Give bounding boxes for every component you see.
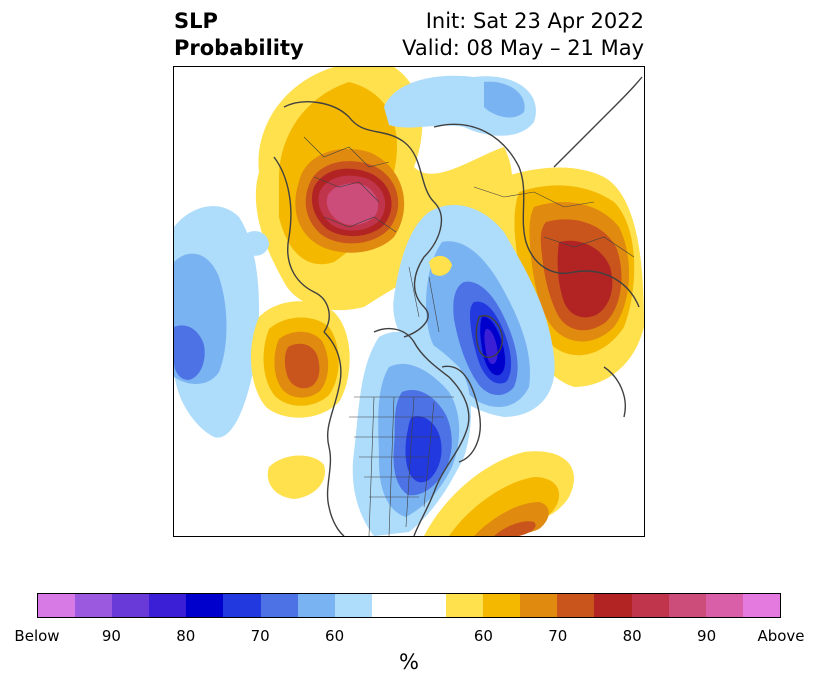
region-small-blue-spot	[244, 231, 269, 256]
colorbar-cell	[742, 594, 780, 617]
colorbar-tick-label: 60	[325, 627, 345, 645]
colorbar-unit: %	[399, 650, 419, 674]
colorbar-cell	[668, 594, 706, 617]
region-north-america-low	[352, 331, 471, 536]
region-east-pacific-low	[174, 206, 269, 438]
region-arctic-small-high	[429, 255, 452, 276]
probability-map	[173, 66, 645, 537]
colorbar-tick-label: 60	[473, 627, 493, 645]
colorbar-cell	[186, 594, 224, 617]
colorbar-cell	[631, 594, 669, 617]
colorbar-cell	[371, 594, 409, 617]
valid-range: Valid: 08 May – 21 May	[402, 36, 644, 60]
colorbar-tick-label: 70	[548, 627, 568, 645]
colorbar-cell	[297, 594, 335, 617]
colorbar-tick-label: 80	[622, 627, 642, 645]
title-field: Probability	[174, 36, 304, 60]
colorbar-tick-label: Below	[14, 627, 60, 645]
colorbar-cell	[594, 594, 632, 617]
coastlines	[273, 76, 643, 536]
region-central-pacific-high	[250, 301, 350, 418]
colorbar	[37, 593, 781, 618]
map-title: SLP Probability	[174, 8, 304, 62]
colorbar-tick-label: 90	[697, 627, 717, 645]
region-pacific-small-high	[267, 455, 325, 499]
map-dates: Init: Sat 23 Apr 2022 Valid: 08 May – 21…	[402, 8, 644, 62]
colorbar-cell	[408, 594, 447, 617]
colorbar-cell	[483, 594, 521, 617]
colorbar-cell	[149, 594, 187, 617]
colorbar-cell	[705, 594, 743, 617]
colorbar-cell	[112, 594, 150, 617]
init-date: Init: Sat 23 Apr 2022	[425, 9, 644, 33]
colorbar-tick-label: 90	[101, 627, 121, 645]
colorbar-tick-label: 70	[250, 627, 270, 645]
map-canvas	[174, 67, 644, 536]
colorbar-cell	[223, 594, 261, 617]
region-west-atlantic-high	[424, 451, 574, 536]
colorbar-cell	[334, 594, 372, 617]
colorbar-cell	[260, 594, 298, 617]
title-variable: SLP	[174, 9, 218, 33]
colorbar-cell	[557, 594, 595, 617]
colorbar-tick-label: 80	[176, 627, 196, 645]
region-siberia-low-inner	[484, 81, 525, 118]
colorbar-cell	[38, 594, 76, 617]
colorbar-tick-label: Above	[757, 627, 805, 645]
colorbar-cell	[520, 594, 558, 617]
colorbar-cell	[75, 594, 113, 617]
colorbar-cell	[446, 594, 484, 617]
political-borders	[303, 136, 635, 536]
